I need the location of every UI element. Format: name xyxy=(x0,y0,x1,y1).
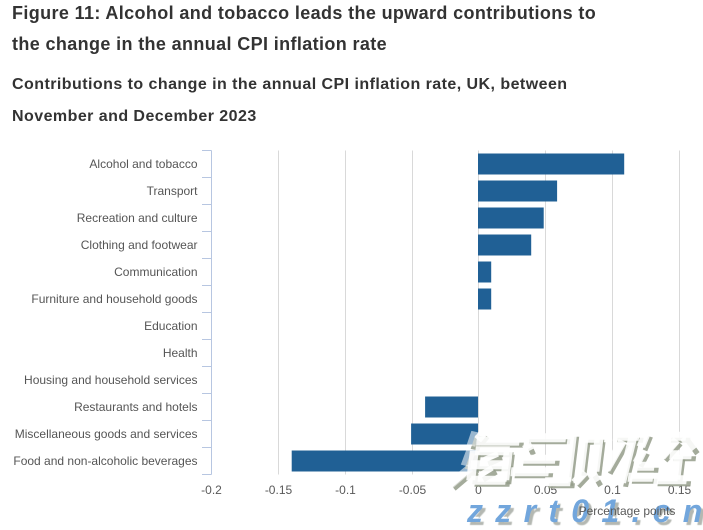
svg-text:Alcohol and tobacco: Alcohol and tobacco xyxy=(89,157,197,171)
svg-text:-0.2: -0.2 xyxy=(201,483,222,497)
svg-text:Percentage points: Percentage points xyxy=(579,504,676,518)
svg-text:Miscellaneous goods and servic: Miscellaneous goods and services xyxy=(15,427,198,441)
svg-text:0.1: 0.1 xyxy=(604,483,621,497)
svg-text:-0.15: -0.15 xyxy=(265,483,293,497)
svg-text:Health: Health xyxy=(163,346,198,360)
svg-text:-0.1: -0.1 xyxy=(335,483,356,497)
svg-text:Clothing and footwear: Clothing and footwear xyxy=(81,238,198,252)
svg-text:Food and non-alcoholic beverag: Food and non-alcoholic beverages xyxy=(13,454,197,468)
svg-text:Transport: Transport xyxy=(147,184,199,198)
svg-text:Restaurants and hotels: Restaurants and hotels xyxy=(74,400,197,414)
svg-text:-0.05: -0.05 xyxy=(399,483,427,497)
svg-text:Housing and household services: Housing and household services xyxy=(24,373,197,387)
svg-text:0.15: 0.15 xyxy=(668,483,692,497)
svg-text:Furniture and household goods: Furniture and household goods xyxy=(31,292,197,306)
svg-text:Communication: Communication xyxy=(114,265,197,279)
svg-text:0: 0 xyxy=(475,483,482,497)
svg-text:Education: Education xyxy=(144,319,197,333)
svg-text:Recreation and culture: Recreation and culture xyxy=(77,211,198,225)
